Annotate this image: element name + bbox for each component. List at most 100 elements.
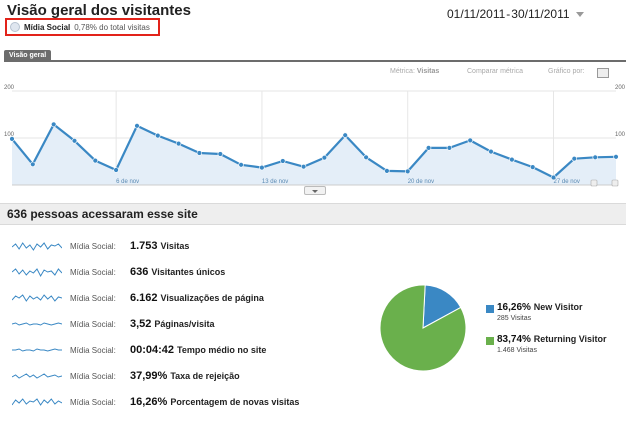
data-point [175, 140, 182, 147]
x-tick-label: 20 de nov [408, 179, 434, 185]
y-tick-label-right: 100 [615, 132, 626, 138]
metric-number: 3,52 [130, 318, 152, 330]
date-range-picker[interactable]: 01/11/2011 - 30/11/2011 [447, 5, 584, 23]
metric-row: Mídia Social: 37,99% Taxa de rejeição [12, 369, 240, 383]
data-point [488, 148, 494, 155]
metric-value: 6.162 Visualizações de página [130, 292, 264, 304]
graph-by-label[interactable]: Gráfico por: [548, 68, 585, 75]
data-point [405, 168, 411, 175]
metric-value: 37,99% Taxa de rejeição [130, 370, 240, 382]
data-point [363, 154, 369, 161]
tab-overview[interactable]: Visão geral [4, 50, 52, 62]
metric-value: 16,26% Porcentagem de novas visitas [130, 396, 299, 408]
data-point [196, 150, 203, 156]
visits-chart-svg: 200 100 200 100 6 de nov 13 de nov 20 de nov 27… [4, 85, 626, 187]
visitor-type-pie [376, 283, 470, 373]
metric-segment-label: Mídia Social: [70, 241, 116, 251]
data-point [425, 145, 432, 151]
legend-sub: 285 Visitas [497, 315, 532, 322]
metric-number: 6.162 [130, 292, 158, 304]
data-point [300, 163, 307, 170]
graph-type-icon[interactable] [597, 68, 609, 78]
chart-options: Métrica: Visitas Comparar métrica Gráfic… [390, 68, 618, 80]
data-point [155, 132, 161, 139]
data-point [259, 164, 265, 171]
data-point [30, 161, 36, 168]
x-tick-label: 6 de nov [116, 179, 139, 185]
data-point [550, 174, 557, 181]
sparkline-icon[interactable] [12, 240, 62, 252]
metric-row: Mídia Social: 1.753 Visitas [12, 239, 189, 253]
data-point [592, 154, 598, 161]
metric-label: Visualizações de página [160, 293, 264, 303]
chart-line [11, 123, 617, 179]
legend-label: 16,26% New Visitor [497, 302, 583, 313]
data-point [9, 136, 15, 142]
metric-label: Páginas/visita [154, 319, 215, 329]
page-title: Visão geral dos visitantes [7, 2, 191, 19]
data-point [509, 156, 515, 163]
metric-number: 16,26% [130, 396, 168, 408]
metric-label: Visitas [160, 241, 190, 251]
data-point [571, 155, 577, 162]
legend-label: 83,74% Returning Visitor [497, 334, 607, 345]
chart-scroll-handle [611, 179, 619, 187]
chevron-down-icon[interactable] [575, 11, 584, 17]
segment-name: Mídia Social [24, 22, 71, 32]
data-point [342, 132, 348, 138]
metric-value: 00:04:42 Tempo médio no site [130, 344, 266, 356]
legend-sub: 1.468 Visitas [497, 347, 537, 354]
visits-chart: 200 100 200 100 6 de nov 13 de nov 20 de nov 27… [0, 82, 630, 197]
chart-collapse-handle[interactable] [304, 186, 326, 195]
x-tick-label: 13 de nov [262, 179, 288, 185]
data-point [321, 154, 328, 161]
data-point [113, 167, 119, 173]
pie-slice[interactable] [422, 284, 462, 329]
data-point [613, 154, 619, 160]
sparkline-icon[interactable] [12, 318, 62, 330]
metric-row: Mídia Social: 00:04:42 Tempo médio no site [12, 343, 266, 357]
pie-slice[interactable] [379, 284, 467, 372]
segment-checkbox[interactable] [10, 22, 20, 32]
segment-selector[interactable]: Mídia Social 0,78% do total visitas [5, 18, 160, 36]
sparkline-icon[interactable] [12, 370, 62, 382]
metric-label: Visitantes únicos [151, 267, 226, 277]
metric-row: Mídia Social: 6.162 Visualizações de págin… [12, 291, 264, 305]
metric-number: 37,99% [130, 370, 168, 382]
legend-swatch [486, 305, 494, 313]
sparkline-icon[interactable] [12, 396, 62, 408]
chart-area [12, 124, 616, 185]
y-tick-label-right: 200 [615, 85, 626, 91]
metric-prefix: Métrica: [390, 68, 415, 75]
segment-share: 0,78% do total visitas [74, 22, 150, 32]
data-point [134, 123, 140, 129]
metric-number: 00:04:42 [130, 344, 175, 356]
tab-bar: Visão geral [4, 50, 626, 62]
data-point [280, 158, 286, 164]
data-point [529, 164, 536, 170]
metric-segment-label: Mídia Social: [70, 293, 116, 303]
sparkline-icon[interactable] [12, 344, 62, 356]
summary-headline: 636 pessoas acessaram esse site [0, 203, 626, 225]
sparkline-icon[interactable] [12, 292, 62, 304]
metric-row: Mídia Social: 16,26% Porcentagem de novas … [12, 395, 299, 409]
metric-label: Taxa de rejeição [170, 371, 240, 381]
pie-chart-svg [379, 284, 467, 372]
metric-label: Tempo médio no site [177, 345, 267, 355]
metric-segment-label: Mídia Social: [70, 319, 116, 329]
metric-value: 1.753 Visitas [130, 240, 189, 252]
metric-value: Visitas [416, 68, 440, 75]
metric-selector[interactable]: Métrica: Visitas [390, 68, 439, 75]
date-end: 30/11/2011 [511, 7, 570, 21]
data-point [50, 121, 57, 128]
compare-metric-link[interactable]: Comparar métrica [467, 68, 524, 75]
date-start: 01/11/2011 [447, 7, 506, 21]
data-point [217, 151, 224, 157]
metric-segment-label: Mídia Social: [70, 267, 116, 277]
data-point [238, 162, 244, 168]
sparkline-icon[interactable] [12, 266, 62, 278]
x-tick-label: 27 de nov [554, 179, 580, 185]
date-separator: - [506, 7, 511, 21]
metric-segment-label: Mídia Social: [70, 371, 116, 381]
legend-swatch [486, 337, 494, 345]
